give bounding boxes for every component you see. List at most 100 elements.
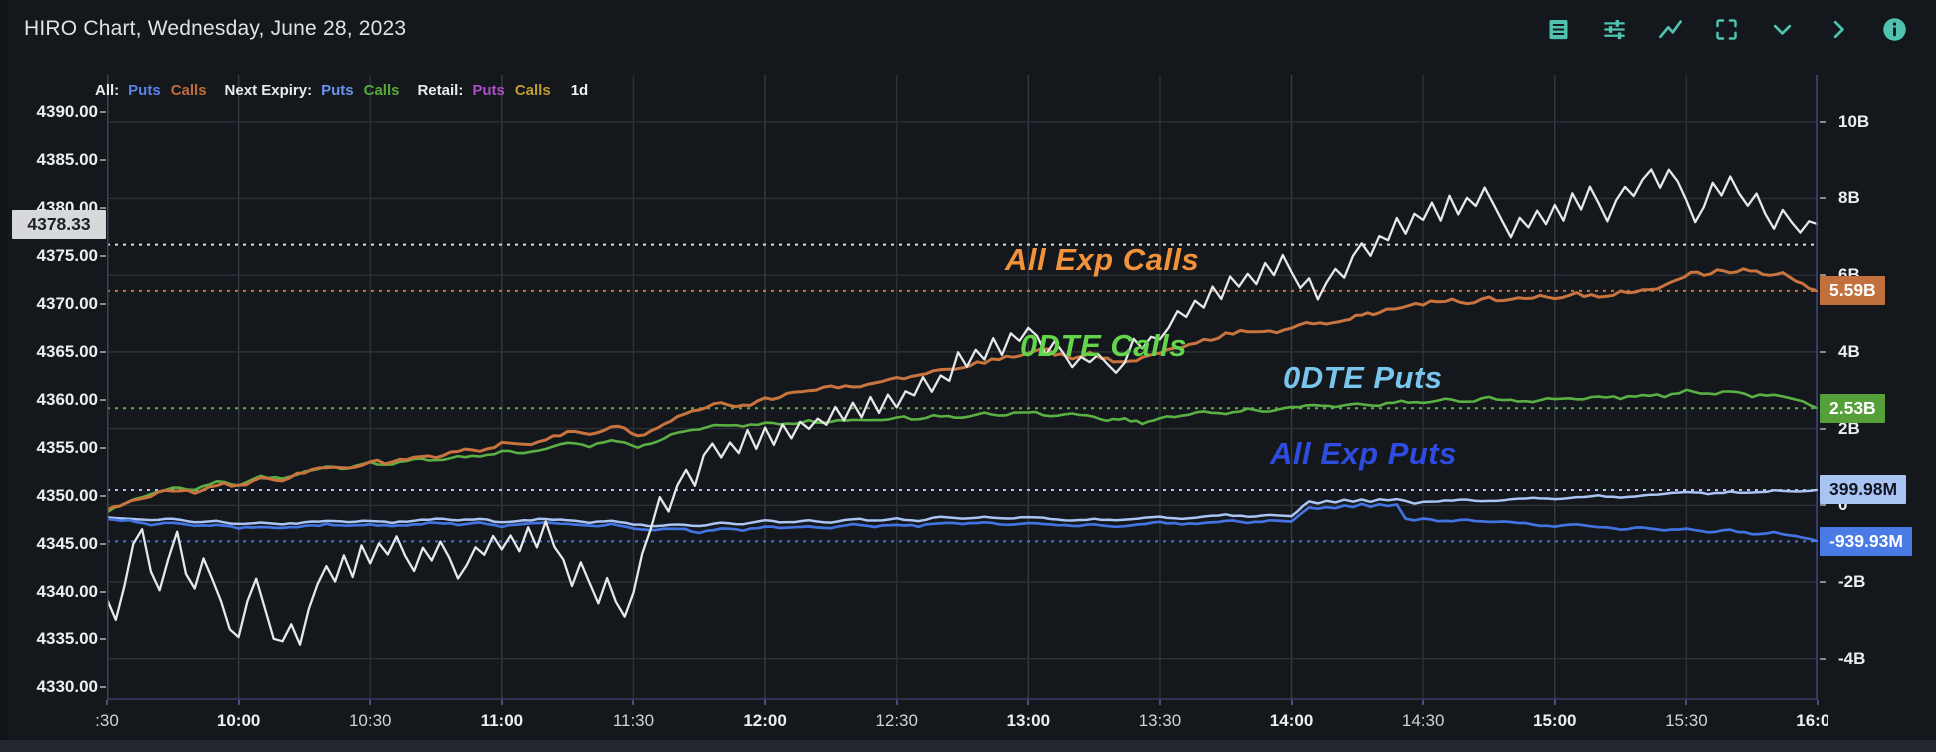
time-tick-label: 13:00	[1006, 711, 1051, 730]
price-tick-mark	[100, 207, 106, 210]
time-tick-mark	[1027, 700, 1030, 705]
notional-tick-label: 2B	[1838, 418, 1860, 438]
price-axis[interactable]: 4390.00 4385.00 4380.00 4375.00 4370.00 4365.…	[0, 0, 107, 752]
series-line-all-exp-calls	[107, 267, 1818, 512]
last-value-badge-399.98M: 399.98M	[1811, 475, 1907, 505]
price-tick-mark	[100, 303, 106, 306]
series-line-0dte-puts	[107, 488, 1818, 528]
chart-toolbar	[1545, 16, 1936, 43]
chart-titlebar: HIRO Chart, Wednesday, June 28, 2023	[0, 0, 1936, 58]
time-tick-mark	[1817, 700, 1819, 705]
chevron-down-icon	[1773, 24, 1792, 35]
legend-item-all-calls[interactable]: Calls	[170, 81, 207, 99]
price-tick-label: 4385.00	[36, 150, 98, 170]
chevron-down-button[interactable]	[1769, 16, 1796, 43]
price-tick-label: 4375.00	[36, 246, 98, 266]
price-tick-mark	[100, 350, 106, 353]
notional-tick-mark	[1820, 197, 1826, 200]
legend-item-next-expiry-calls[interactable]: Calls	[363, 81, 400, 99]
data-list-button[interactable]	[1545, 16, 1572, 43]
legend-item-retail-puts[interactable]: Puts	[472, 81, 505, 99]
timeframe-button[interactable]: 1d	[570, 81, 589, 99]
time-tick-mark	[764, 700, 767, 705]
price-tick-mark	[100, 638, 106, 641]
price-tick-label: 4335.00	[36, 629, 98, 649]
all-exp-calls-label: All Exp Calls	[1005, 242, 1200, 277]
legend-group-label: Retail:	[417, 81, 464, 99]
price-tick-label: 4345.00	[36, 533, 98, 553]
price-tick-label: 4350.00	[36, 485, 98, 505]
time-tick-mark	[106, 700, 108, 705]
price-tick-label: 4365.00	[36, 341, 98, 361]
price-tick-mark	[100, 542, 106, 545]
scrollbar-track[interactable]	[0, 740, 1936, 752]
series-line-all-exp-puts	[107, 502, 1818, 543]
price-tick-mark	[100, 111, 106, 114]
time-tick-label: 11:30	[612, 711, 655, 730]
time-tick-label: 12:30	[875, 711, 918, 730]
legend-group-label: All:	[95, 81, 120, 99]
time-tick-mark	[632, 700, 635, 705]
time-tick-mark	[1553, 700, 1556, 705]
notional-tick-mark	[1820, 120, 1826, 123]
last-value-badge--939.93M-tick	[1811, 540, 1818, 543]
series-line-spx-price	[107, 168, 1818, 646]
notional-tick-label: 8B	[1838, 188, 1860, 208]
last-value-badge--939.93M: -939.93M	[1811, 526, 1912, 556]
info-button[interactable]	[1881, 16, 1908, 43]
time-tick-label: 15:00	[1533, 711, 1577, 730]
notional-tick-mark	[1820, 657, 1826, 660]
series-legend: All: Puts Calls Next Expiry: Puts Calls Retail…	[95, 79, 588, 101]
price-tick-mark	[100, 494, 106, 497]
data-list-icon	[1549, 19, 1568, 39]
price-tick-label: 4370.00	[36, 294, 98, 314]
settings-sliders-button[interactable]	[1601, 16, 1628, 43]
price-tick-mark	[100, 255, 106, 258]
time-tick-mark	[369, 700, 372, 705]
price-tick-mark	[100, 590, 106, 593]
notional-tick-label: 0	[1838, 495, 1848, 515]
notional-tick-mark	[1820, 274, 1826, 277]
last-value-badge-5.59B-tick	[1811, 289, 1818, 292]
price-tick-mark	[100, 446, 106, 449]
time-tick-label: 10:00	[216, 711, 261, 730]
fullscreen-button[interactable]	[1713, 16, 1740, 43]
notional-tick-mark	[1820, 580, 1826, 583]
time-tick-label: 14:30	[1401, 711, 1445, 730]
legend-item-next-expiry-puts[interactable]: Puts	[321, 81, 354, 99]
notional-tick-mark	[1820, 350, 1826, 353]
notional-tick-label: 10B	[1838, 111, 1870, 131]
time-tick-mark	[1158, 700, 1161, 705]
legend-item-all-puts[interactable]: Puts	[128, 81, 161, 99]
time-tick-mark	[237, 700, 240, 705]
time-tick-label: 15:30	[1665, 711, 1708, 730]
legend-item-retail-calls[interactable]: Calls	[514, 81, 551, 99]
chevron-right-icon	[1833, 20, 1844, 38]
chevron-right-button[interactable]	[1825, 16, 1852, 43]
time-tick-mark	[500, 700, 503, 705]
notional-tick-label: -4B	[1838, 648, 1866, 668]
line-chart-button[interactable]	[1657, 16, 1684, 43]
time-tick-label: 14:00	[1269, 711, 1314, 730]
price-tick-mark	[100, 686, 106, 689]
time-tick-label: 12:00	[743, 711, 787, 730]
time-tick-mark	[1422, 700, 1425, 705]
price-tick-mark	[100, 159, 106, 162]
0dte-calls-label: 0DTE Calls	[1020, 328, 1187, 363]
notional-axis[interactable]: 10B 8B 6B 4B 2B 0 -2B -4B	[1818, 0, 1936, 752]
last-value-badge-5.59B: 5.59B	[1811, 276, 1885, 306]
page-title: HIRO Chart, Wednesday, June 28, 2023	[24, 17, 407, 40]
settings-sliders-icon	[1604, 19, 1625, 39]
time-axis[interactable]: :30 10:00 10:30 11:00 11:30 12:00 12:30 13:00 13…	[0, 700, 1828, 740]
notional-tick-mark	[1820, 427, 1826, 430]
last-value-badge-399.98M-tick	[1811, 488, 1818, 491]
series-line-0dte-calls	[107, 388, 1818, 514]
plot-canvas[interactable]	[107, 75, 1818, 700]
price-tick-label: 4360.00	[36, 389, 98, 409]
price-tick-label: 4330.00	[36, 677, 98, 697]
0dte-puts-label: 0DTE Puts	[1283, 360, 1443, 395]
info-icon	[1883, 17, 1906, 41]
time-tick-mark	[1290, 700, 1293, 705]
price-tick-mark	[100, 398, 106, 401]
